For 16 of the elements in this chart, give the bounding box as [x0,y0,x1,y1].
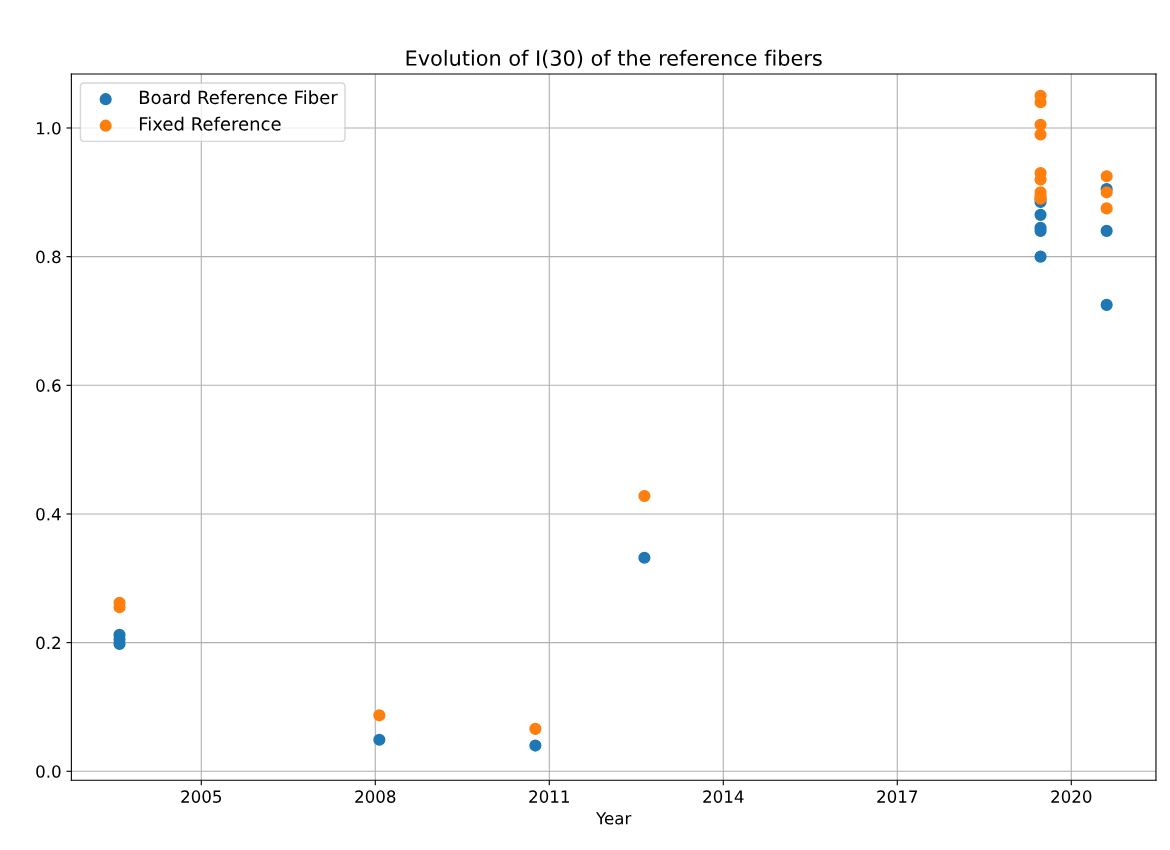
x-axis-title: Year [595,812,632,825]
chart-title: Evolution of I(30) of the reference fibers [406,49,822,69]
x-tick-label: 2005 [181,790,222,803]
y-tick-label: 0.2 [36,636,60,650]
x-tick-label: 2008 [355,790,396,803]
x-tick-label: 2017 [877,790,918,803]
y-tick-label: 1.0 [36,121,61,135]
y-tick-label: 0.0 [36,765,61,778]
x-tick-label: 2014 [703,790,744,803]
x-tick-label: 2020 [1051,790,1092,803]
legend-label: Board Reference Fiber [139,90,338,105]
y-tick-label: 0.8 [36,250,61,264]
y-tick-label: 0.4 [36,507,61,521]
legend-label: Fixed Reference [139,116,281,131]
x-tick-label: 2011 [529,790,569,803]
y-tick-label: 0.6 [36,379,61,392]
